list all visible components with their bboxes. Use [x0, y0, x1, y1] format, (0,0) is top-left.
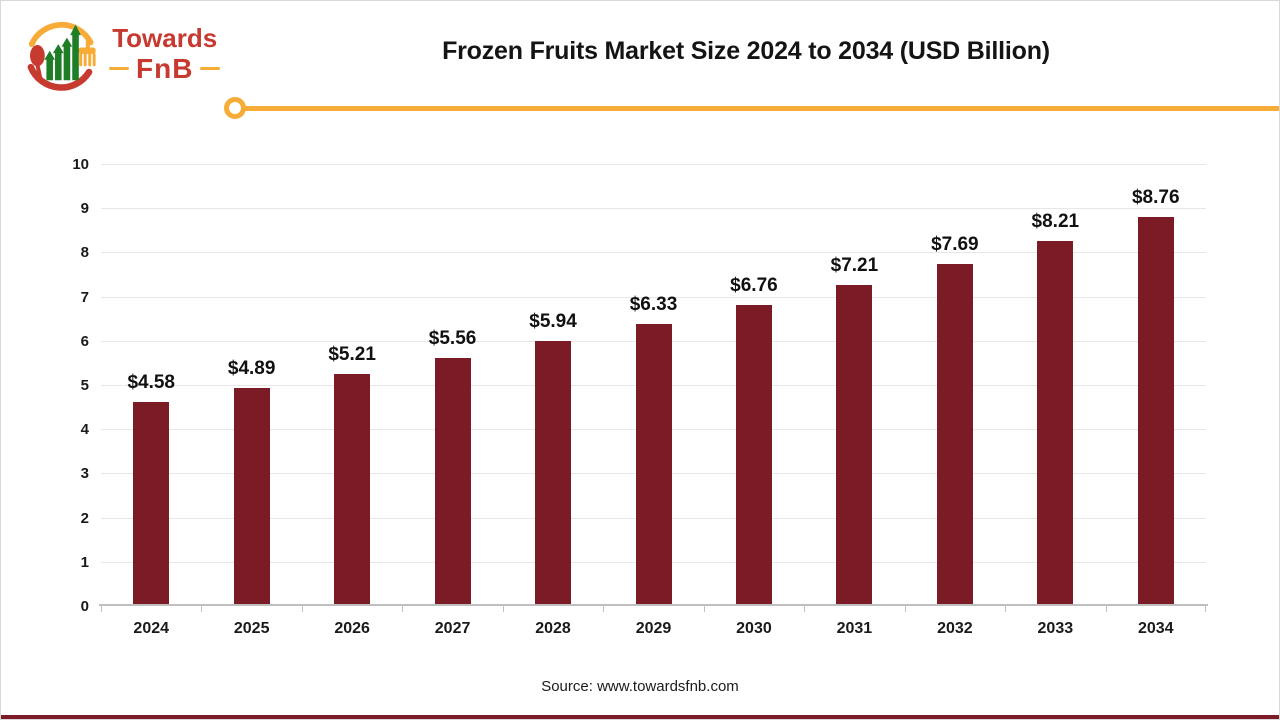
x-axis-tick-mark: [1105, 606, 1107, 612]
bar-value-label: $7.21: [830, 255, 879, 277]
source-note: Source: www.towardsfnb.com: [541, 678, 739, 695]
bar: [735, 305, 772, 604]
y-axis-tick-label: 5: [80, 377, 89, 394]
x-axis-category-label: 2032: [937, 620, 973, 637]
x-axis-category-label: 2024: [133, 620, 170, 637]
bar: [334, 373, 371, 604]
spoon-icon: [30, 44, 45, 83]
brand-logo: Towards FnB: [21, 13, 221, 95]
brand-name-top: Towards: [112, 23, 218, 54]
x-axis-category-label: 2028: [535, 620, 571, 637]
y-axis-tick-label: 10: [72, 156, 89, 173]
bar-value-label: $6.76: [730, 275, 778, 297]
bar: [133, 401, 170, 604]
bar: [836, 285, 873, 604]
bar: [1037, 241, 1074, 604]
bar-value-label: $5.21: [328, 343, 376, 365]
x-axis-tick-mark: [201, 606, 203, 612]
brand-dash-right: [200, 67, 221, 71]
bar: [936, 264, 973, 604]
y-axis-tick-label: 4: [80, 421, 89, 439]
bar: [635, 324, 672, 604]
y-axis-tick-label: 7: [80, 288, 89, 306]
plot-area: 0 1 2 3 4 5 6 7 8 9 10 $4.58 2024 $4.89 2025 $5.21 2026 $…: [72, 157, 1208, 637]
bar: [535, 341, 572, 604]
fork-icon: [78, 35, 96, 67]
x-axis-category-label: 2033: [1037, 620, 1074, 637]
logo-arc-top: [28, 21, 94, 48]
x-axis-tick-mark: [101, 606, 102, 612]
brand-wordmark: Towards FnB: [109, 23, 221, 84]
gridline: [101, 164, 1206, 165]
bar-value-label: $5.56: [428, 328, 477, 350]
x-axis-tick-mark: [804, 606, 806, 612]
towards-fnb-logo-icon: [27, 21, 96, 91]
y-axis-tick-label: 6: [80, 332, 89, 350]
logo-arc-bottom: [27, 63, 93, 91]
bar-value-label: $7.69: [931, 234, 979, 256]
x-axis-category-label: 2026: [334, 620, 370, 637]
bar: [233, 387, 270, 604]
x-axis-tick-mark: [1005, 606, 1007, 612]
x-axis-tick-mark: [703, 606, 705, 612]
gridline: [101, 208, 1206, 210]
x-axis-tick-mark: [1205, 606, 1206, 612]
x-axis-tick-mark: [603, 606, 605, 612]
gridline: [101, 296, 1206, 298]
bottom-accent-strip: [1, 715, 1279, 719]
x-axis-category-label: 2030: [736, 620, 772, 637]
y-axis-tick-label: 2: [80, 509, 89, 527]
chart-title: Frozen Fruits Market Size 2024 to 2034 (…: [442, 37, 1050, 65]
y-axis-tick-label: 9: [80, 200, 89, 218]
bar: [434, 358, 471, 604]
bar: [1137, 216, 1174, 604]
y-axis-tick-label: 1: [80, 553, 89, 571]
x-axis-line: [99, 604, 1208, 606]
x-axis-category-label: 2034: [1137, 620, 1174, 637]
growth-bars-icon: [44, 24, 81, 81]
gridline: [101, 252, 1206, 254]
bar-value-label: $4.89: [227, 357, 276, 379]
bar-value-label: $8.76: [1131, 186, 1180, 208]
divider-line: [244, 106, 1279, 111]
x-axis-category-label: 2027: [434, 620, 471, 637]
x-axis-category-label: 2031: [836, 620, 873, 637]
bar-value-label: $6.33: [629, 294, 678, 316]
x-axis-category-label: 2029: [635, 620, 672, 637]
bar-value-label: $4.58: [127, 371, 175, 393]
y-axis-tick-label: 8: [80, 244, 89, 262]
divider-ring-marker: [224, 97, 246, 119]
y-axis-tick-label: 3: [80, 465, 89, 483]
x-axis-category-label: 2025: [233, 620, 270, 637]
y-axis-tick-label: 0: [80, 598, 89, 615]
brand-name-bottom: FnB: [136, 52, 194, 84]
brand-dash-left: [109, 67, 129, 71]
x-axis-tick-mark: [502, 606, 504, 612]
bar-value-label: $5.94: [529, 311, 577, 333]
x-axis-tick-mark: [402, 606, 404, 612]
bar-value-label: $8.21: [1031, 211, 1080, 233]
x-axis-tick-mark: [904, 606, 906, 612]
x-axis-tick-mark: [301, 606, 303, 612]
